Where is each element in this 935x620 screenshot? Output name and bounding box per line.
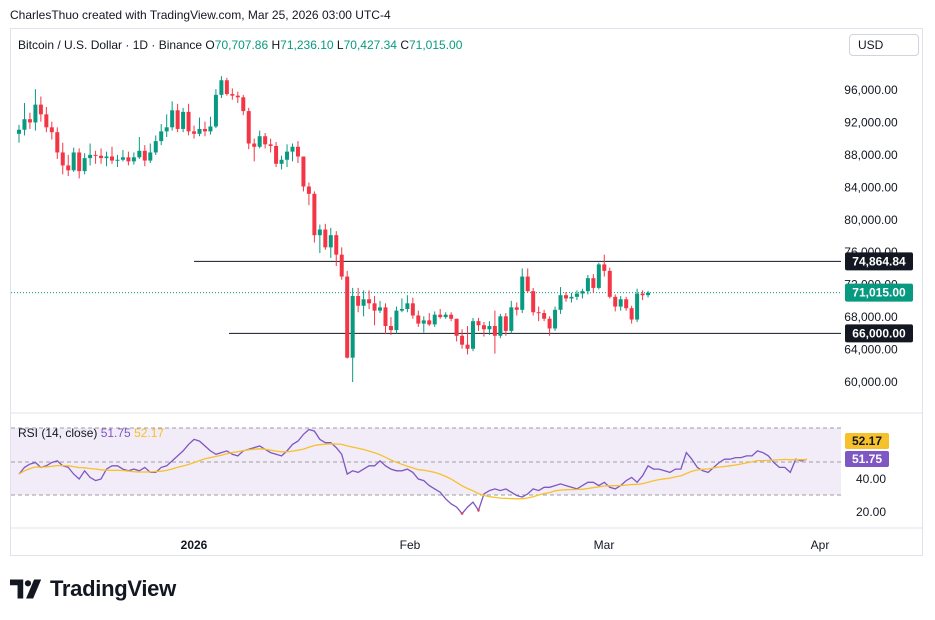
- currency-button[interactable]: USD: [849, 34, 919, 56]
- tradingview-brand[interactable]: TradingView: [10, 576, 176, 602]
- chart-frame: [10, 28, 923, 556]
- symbol-legend: Bitcoin / U.S. Dollar · 1D · Binance O70…: [18, 38, 462, 52]
- chart-credit: CharlesThuo created with TradingView.com…: [10, 8, 391, 22]
- open-label: O: [205, 38, 214, 52]
- tradingview-logo-icon: [10, 578, 44, 600]
- close-value: 71,015.00: [409, 38, 462, 52]
- low-label: L: [337, 38, 344, 52]
- rsi-ma-value: 52.17: [134, 426, 164, 440]
- brand-name: TradingView: [50, 576, 176, 602]
- high-label: H: [272, 38, 281, 52]
- rsi-title: RSI (14, close): [18, 426, 97, 440]
- open-value: 70,707.86: [215, 38, 268, 52]
- symbol-title: Bitcoin / U.S. Dollar · 1D · Binance: [18, 38, 202, 52]
- rsi-value: 51.75: [101, 426, 131, 440]
- high-value: 71,236.10: [280, 38, 333, 52]
- close-label: C: [400, 38, 409, 52]
- rsi-legend: RSI (14, close) 51.75 52.17: [18, 426, 164, 440]
- low-value: 70,427.34: [344, 38, 397, 52]
